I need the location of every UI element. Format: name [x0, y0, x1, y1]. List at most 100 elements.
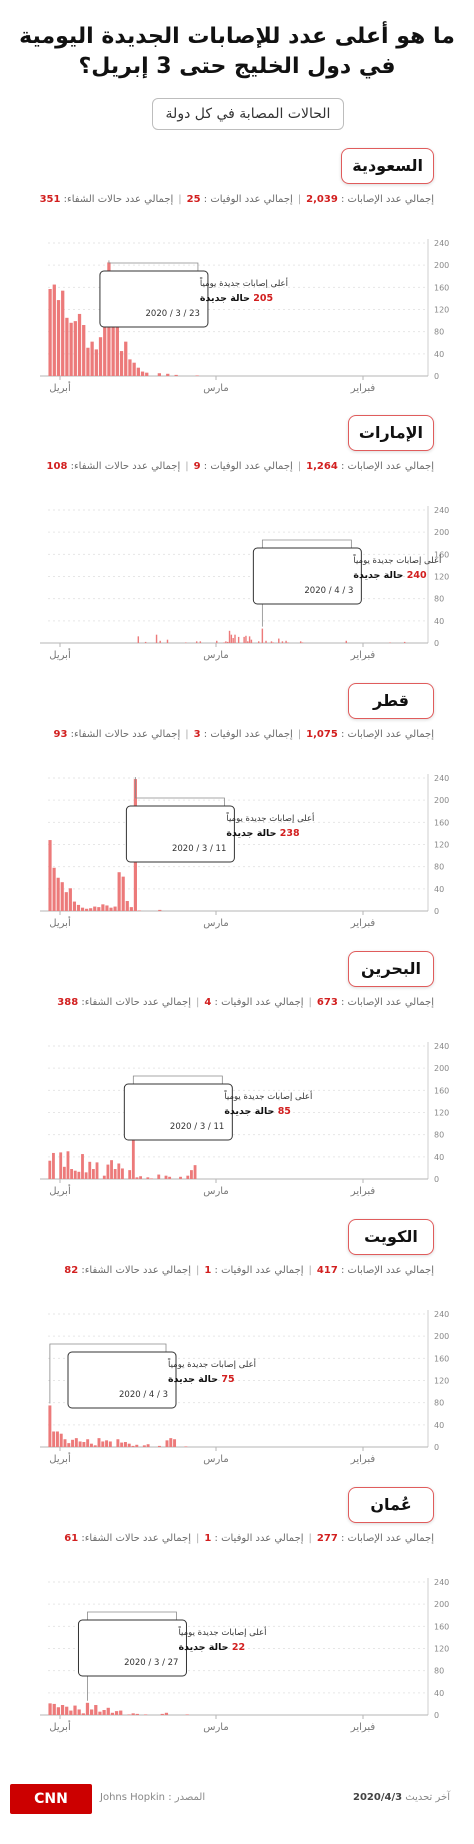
bar — [124, 341, 128, 376]
y-tick-label: 40 — [434, 350, 444, 359]
bar — [216, 640, 218, 643]
bar — [105, 905, 109, 911]
bar — [193, 1165, 197, 1179]
bar — [67, 1443, 71, 1447]
bar — [64, 892, 68, 911]
bar — [55, 1431, 59, 1447]
bar — [90, 341, 94, 376]
bar — [131, 1131, 135, 1179]
y-tick-label: 40 — [434, 885, 444, 894]
bar — [106, 1707, 110, 1715]
y-tick-label: 80 — [434, 1399, 444, 1408]
cases-label: إجمالي عدد الإصابات : — [340, 729, 434, 740]
bar — [174, 374, 178, 376]
bar — [184, 1446, 188, 1447]
bar — [94, 349, 98, 376]
bar — [91, 1169, 95, 1179]
bar — [285, 640, 287, 643]
bar — [137, 636, 140, 643]
bar — [248, 636, 251, 643]
peak-callout-value-line: 205 حالة جديدة — [200, 293, 273, 304]
peak-callout-date: 2020 / 3 / 11 — [172, 844, 226, 854]
peak-callout-date: 2020 / 4 / 3 — [304, 586, 353, 596]
y-tick-label: 120 — [434, 1109, 449, 1118]
country-stats: إجمالي عدد الإصابات : 277 | إجمالي عدد الو… — [20, 1533, 434, 1549]
country-stats: إجمالي عدد الإصابات : 417 | إجمالي عدد الو… — [20, 1265, 434, 1281]
bar — [169, 1438, 173, 1447]
bar — [48, 288, 52, 376]
bar — [137, 910, 142, 911]
y-tick-label: 200 — [434, 1600, 449, 1609]
y-tick-label: 0 — [434, 639, 439, 648]
bar — [243, 636, 245, 643]
callout-leader-line — [108, 260, 199, 271]
y-tick-label: 40 — [434, 1689, 444, 1698]
bar — [144, 641, 147, 643]
peak-callout-title: أعلى إصابات جديدة يومياً — [225, 811, 314, 824]
month-label: فبراير — [350, 1454, 376, 1465]
peak-callout-title: أعلى إصابات جديدة يومياً — [167, 1357, 256, 1370]
bar — [129, 907, 133, 911]
bar — [90, 1709, 94, 1715]
bar — [237, 636, 240, 643]
peak-callout-box — [77, 1619, 187, 1677]
bar — [272, 642, 275, 643]
month-label: مارس — [203, 1722, 228, 1733]
bar — [82, 325, 86, 376]
bar — [157, 1445, 161, 1447]
bar — [166, 373, 170, 376]
daily-cases-chart: 0 40 80 120 160 200 240 أبريل مارس فبراير أعلى إصا… — [40, 1042, 449, 1197]
y-tick-label: 240 — [434, 774, 449, 783]
bar — [185, 642, 187, 643]
recovered-label: إجمالي عدد حالات الشفاء: — [81, 1265, 192, 1276]
bar — [119, 351, 124, 376]
deaths-label: إجمالي عدد الوفيات : — [214, 997, 304, 1008]
bar — [185, 1714, 189, 1715]
bar — [52, 1152, 55, 1179]
month-label: فبراير — [350, 1186, 376, 1197]
peak-callout-title: أعلى إصابات جديدة يومياً — [352, 553, 441, 566]
cases-value: 1,075 — [306, 729, 338, 740]
recovered-label: إجمالي عدد حالات الشفاء: — [63, 194, 174, 205]
bar — [61, 290, 65, 376]
y-tick-label: 240 — [434, 1310, 449, 1319]
bar — [77, 1171, 81, 1179]
bar — [65, 1706, 69, 1715]
bar — [261, 628, 264, 643]
country-name-badge: الكويت — [348, 1219, 434, 1255]
y-tick-label: 0 — [434, 372, 439, 381]
bar — [89, 1443, 93, 1447]
bar — [76, 904, 81, 911]
cases-value: 277 — [316, 1533, 338, 1544]
bar — [164, 1712, 169, 1715]
peak-callout-value-line: 22 حالة جديدة — [178, 1642, 245, 1653]
bar — [48, 840, 52, 911]
bar — [250, 639, 253, 643]
bar — [77, 1709, 81, 1715]
deaths-value: 1 — [204, 1533, 212, 1544]
daily-cases-chart: 0 40 80 120 160 200 240 أبريل مارس فبراير أعلى إصا… — [40, 774, 449, 929]
month-label: مارس — [203, 383, 228, 394]
country-section: الإمارات إجمالي عدد الإصابات : 1,264|إجما… — [0, 415, 474, 690]
recovered-value: 82 — [64, 1265, 79, 1276]
cases-label: إجمالي عدد الإصابات : — [340, 997, 434, 1008]
bar — [135, 1444, 139, 1447]
peak-callout-date: 2020 / 3 / 27 — [124, 1658, 178, 1668]
peak-callout-box — [67, 1351, 177, 1409]
bar — [159, 640, 161, 643]
country-name-badge: السعودية — [341, 148, 434, 184]
last-updated-value: 2020/4/3 — [353, 1792, 403, 1803]
daily-cases-chart: 0 40 80 120 160 200 240 أبريل مارس فبراير أعلى إصا… — [40, 506, 449, 661]
country-name-badge: الإمارات — [347, 415, 434, 451]
bar — [70, 1169, 74, 1179]
title-line-2-bold: 3 إبريل — [91, 54, 172, 79]
bar — [52, 867, 56, 911]
month-label: مارس — [203, 1186, 228, 1197]
bar — [98, 337, 103, 376]
bar — [234, 634, 236, 643]
bar — [168, 1176, 172, 1179]
deaths-value: 9 — [193, 461, 201, 472]
country-name-badge: البحرين — [348, 951, 434, 987]
callout-leader-line — [49, 1343, 167, 1404]
bar — [278, 638, 280, 643]
